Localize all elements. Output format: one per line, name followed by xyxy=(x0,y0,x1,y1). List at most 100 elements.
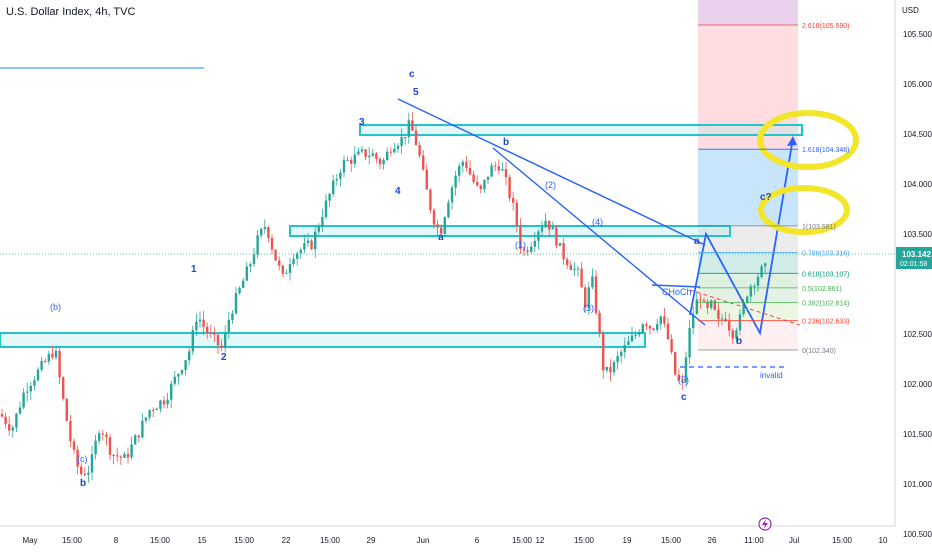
candle-body xyxy=(360,149,364,152)
candle-body xyxy=(465,161,468,168)
candle-body xyxy=(69,420,72,442)
candle-body xyxy=(749,286,752,297)
candle-body xyxy=(746,296,749,303)
fib-zone-2618 xyxy=(698,25,798,150)
candle-body xyxy=(195,321,198,331)
candle-body xyxy=(177,373,180,377)
candle-body xyxy=(638,332,641,335)
candle-body xyxy=(418,145,421,156)
wave-label-b-low: b xyxy=(80,478,86,489)
candle-body xyxy=(584,287,587,308)
candle-body xyxy=(494,165,497,167)
candle-body xyxy=(119,456,122,458)
candle-body xyxy=(281,265,284,274)
time-tick-label: Jun xyxy=(417,536,430,545)
price-tick-label: 104.000 xyxy=(903,180,932,189)
candle-body xyxy=(357,151,360,155)
candle-body xyxy=(339,172,342,179)
candle-body xyxy=(742,302,745,315)
wave-label-5: 5 xyxy=(413,87,419,98)
candle-body xyxy=(666,323,670,339)
candle-body xyxy=(101,433,104,435)
candle-body xyxy=(447,202,450,218)
candle-body xyxy=(663,316,666,324)
time-tick-label: 15:00 xyxy=(832,536,853,545)
candle-body xyxy=(504,169,508,178)
candle-body xyxy=(256,235,259,255)
trendline-lower[interactable] xyxy=(492,147,706,326)
candle-body xyxy=(155,408,158,411)
candle-body xyxy=(692,314,695,328)
candle-body xyxy=(656,324,659,330)
trendline-upper[interactable] xyxy=(397,98,706,246)
wave-label-1: 1 xyxy=(191,264,197,275)
candles-group xyxy=(0,112,767,483)
candle-body xyxy=(702,300,706,302)
current-price-value: 103.142 xyxy=(902,250,931,259)
candle-body xyxy=(602,333,605,371)
highlight-target-1 xyxy=(758,185,850,235)
currency-label: USD xyxy=(902,6,919,15)
candle-body xyxy=(641,324,644,333)
projection-path[interactable] xyxy=(689,137,794,336)
candle-body xyxy=(645,324,648,326)
candle-body xyxy=(4,416,7,425)
candle-body xyxy=(580,268,583,288)
candle-body xyxy=(497,166,500,171)
candle-body xyxy=(404,136,407,138)
price-tick-label: 104.500 xyxy=(903,130,932,139)
candle-body xyxy=(677,374,680,381)
candle-body xyxy=(674,352,677,375)
candle-body xyxy=(80,466,83,474)
candle-body xyxy=(18,407,22,414)
choch-line[interactable] xyxy=(651,284,701,288)
candle-body xyxy=(753,285,756,287)
candle-body xyxy=(324,200,328,218)
candle-body xyxy=(98,433,101,441)
demand-zone-low[interactable] xyxy=(0,332,646,348)
invalid-label: invalid xyxy=(760,371,783,380)
fib-level-label: 1.618(104.348) xyxy=(802,147,849,154)
time-tick-label: 19 xyxy=(623,536,632,545)
candle-body xyxy=(202,319,205,327)
candle-body xyxy=(378,158,382,165)
candle-body xyxy=(717,309,720,320)
candle-body xyxy=(537,231,540,241)
price-tick-label: 105.500 xyxy=(903,30,932,39)
candle-body xyxy=(738,314,742,331)
candle-body xyxy=(396,145,400,149)
wave-label-b-right: b xyxy=(736,336,742,347)
candle-body xyxy=(728,320,731,331)
time-tick-label: 15:00 xyxy=(574,536,595,545)
candle-body xyxy=(328,193,331,201)
candle-body xyxy=(501,169,504,171)
candle-body xyxy=(576,268,580,270)
candle-body xyxy=(227,319,230,332)
time-tick-label: May xyxy=(22,536,37,545)
candle-body xyxy=(364,149,367,158)
candle-body xyxy=(389,151,392,153)
candle-body xyxy=(116,455,119,457)
candle-body xyxy=(44,361,47,363)
candle-body xyxy=(220,345,223,348)
candle-body xyxy=(630,335,634,342)
wave-label-2-sub: (2) xyxy=(545,180,556,190)
supply-zone-high[interactable] xyxy=(359,124,803,136)
time-axis[interactable]: May 15:00 8 15:00 15 15:00 22 15:00 29 Jun 6 15:00 1… xyxy=(22,536,888,545)
zone-mid[interactable] xyxy=(289,225,731,237)
time-tick-label: 15:00 xyxy=(62,536,83,545)
candle-body xyxy=(713,300,716,310)
candle-body xyxy=(659,316,662,325)
price-axis[interactable]: USD 103.142 02:01:58 105.500 105.000 104.5… xyxy=(896,6,932,539)
candle-body xyxy=(180,370,184,374)
candle-body xyxy=(566,259,569,266)
candle-body xyxy=(87,472,90,475)
candle-body xyxy=(198,319,202,322)
candle-body xyxy=(288,264,292,273)
candle-body xyxy=(598,312,601,334)
time-tick-label: 15 xyxy=(198,536,207,545)
candle-body xyxy=(350,159,353,164)
wave-label-b-top: (b) xyxy=(50,302,61,312)
